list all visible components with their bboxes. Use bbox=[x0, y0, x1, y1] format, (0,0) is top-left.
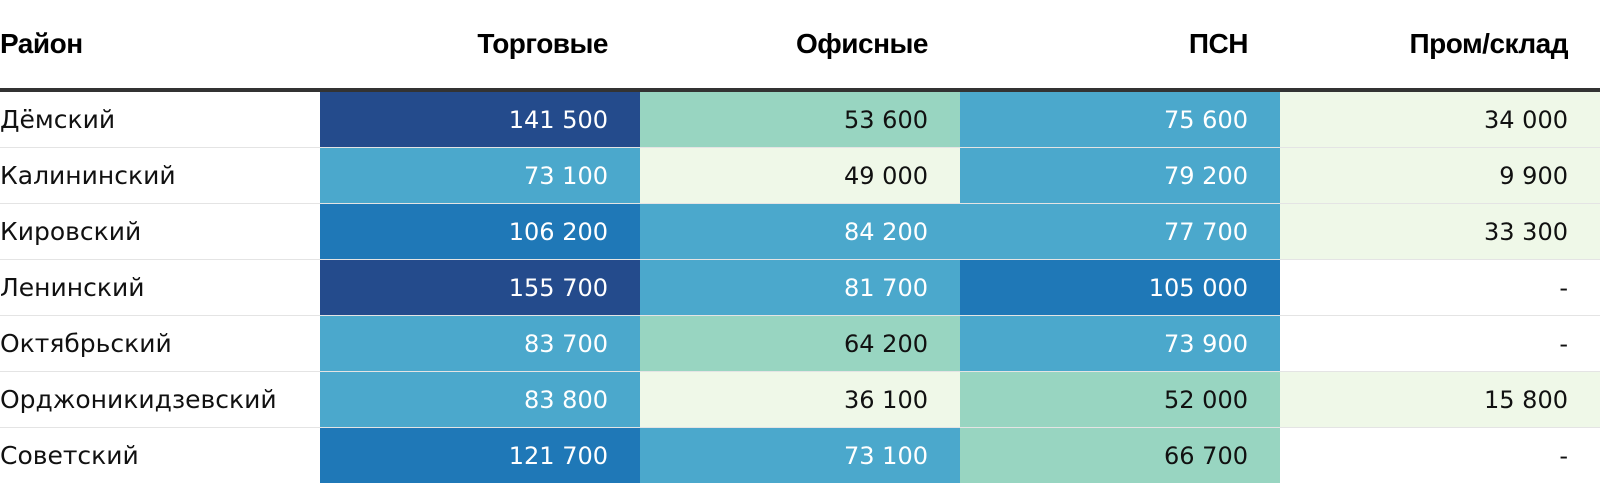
value-cell: 141 500 bbox=[320, 90, 640, 148]
value-cell: 64 200 bbox=[640, 315, 960, 372]
value-cell: - bbox=[1280, 259, 1600, 316]
value-cell: 79 200 bbox=[960, 147, 1280, 204]
district-name: Калининский bbox=[0, 147, 320, 204]
district-name: Октябрьский bbox=[0, 315, 320, 372]
value-cell: - bbox=[1280, 315, 1600, 372]
value-cell: 36 100 bbox=[640, 371, 960, 428]
value-cell: 84 200 bbox=[640, 203, 960, 260]
district-name: Ленинский bbox=[0, 259, 320, 316]
header-row: Район Торговые Офисные ПСН Пром/склад bbox=[0, 0, 1600, 92]
column-header-office[interactable]: Офисные bbox=[640, 0, 960, 92]
value-cell: 81 700 bbox=[640, 259, 960, 316]
district-name: Орджоникидзевский bbox=[0, 371, 320, 428]
column-header-district[interactable]: Район bbox=[0, 0, 320, 92]
column-header-retail[interactable]: Торговые bbox=[320, 0, 640, 92]
table-row: Дёмский 141 500 53 600 75 600 34 000 bbox=[0, 90, 1600, 148]
value-cell: 33 300 bbox=[1280, 203, 1600, 260]
district-name: Кировский bbox=[0, 203, 320, 260]
value-cell: 73 100 bbox=[320, 147, 640, 204]
value-cell: 83 800 bbox=[320, 371, 640, 428]
value-cell: - bbox=[1280, 427, 1600, 483]
district-name: Дёмский bbox=[0, 90, 320, 148]
value-cell: 75 600 bbox=[960, 90, 1280, 148]
table-body: Дёмский 141 500 53 600 75 600 34 000 Кал… bbox=[0, 90, 1600, 483]
value-cell: 106 200 bbox=[320, 203, 640, 260]
value-cell: 77 700 bbox=[960, 203, 1280, 260]
heatmap-table-container: Район Торговые Офисные ПСН Пром/склад Дё… bbox=[0, 0, 1600, 483]
heatmap-table: Район Торговые Офисные ПСН Пром/склад Дё… bbox=[0, 0, 1600, 483]
value-cell: 66 700 bbox=[960, 427, 1280, 483]
value-cell: 73 900 bbox=[960, 315, 1280, 372]
column-header-psn[interactable]: ПСН bbox=[960, 0, 1280, 92]
value-cell: 52 000 bbox=[960, 371, 1280, 428]
column-header-industrial[interactable]: Пром/склад bbox=[1280, 0, 1600, 92]
table-row: Октябрьский 83 700 64 200 73 900 - bbox=[0, 315, 1600, 372]
table-row: Калининский 73 100 49 000 79 200 9 900 bbox=[0, 147, 1600, 204]
district-name: Советский bbox=[0, 427, 320, 483]
value-cell: 105 000 bbox=[960, 259, 1280, 316]
value-cell: 53 600 bbox=[640, 90, 960, 148]
table-row: Советский 121 700 73 100 66 700 - bbox=[0, 427, 1600, 483]
value-cell: 34 000 bbox=[1280, 90, 1600, 148]
value-cell: 9 900 bbox=[1280, 147, 1600, 204]
table-row: Кировский 106 200 84 200 77 700 33 300 bbox=[0, 203, 1600, 260]
value-cell: 49 000 bbox=[640, 147, 960, 204]
value-cell: 121 700 bbox=[320, 427, 640, 483]
value-cell: 83 700 bbox=[320, 315, 640, 372]
value-cell: 73 100 bbox=[640, 427, 960, 483]
table-row: Орджоникидзевский 83 800 36 100 52 000 1… bbox=[0, 371, 1600, 428]
value-cell: 15 800 bbox=[1280, 371, 1600, 428]
value-cell: 155 700 bbox=[320, 259, 640, 316]
table-row: Ленинский 155 700 81 700 105 000 - bbox=[0, 259, 1600, 316]
